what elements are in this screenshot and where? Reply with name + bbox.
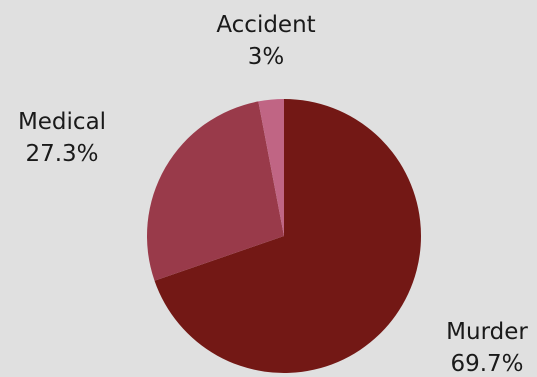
slice-label-medical-name: Medical [17, 109, 107, 135]
pie-slice-medical [147, 101, 284, 281]
slice-label-murder: Murder 69.7% [446, 316, 528, 377]
slice-label-murder-name: Murder [446, 319, 528, 345]
slice-label-murder-value: 69.7% [450, 351, 524, 377]
slice-label-accident-value: 3% [247, 44, 285, 70]
slice-label-medical-value: 27.3% [25, 141, 99, 167]
slice-label-medical: Medical 27.3% [18, 106, 106, 170]
slice-label-accident-name: Accident [216, 12, 316, 38]
pie-slice-murder [154, 99, 421, 374]
pie-slice-accident [258, 99, 284, 236]
slice-label-accident: Accident 3% [216, 9, 315, 73]
